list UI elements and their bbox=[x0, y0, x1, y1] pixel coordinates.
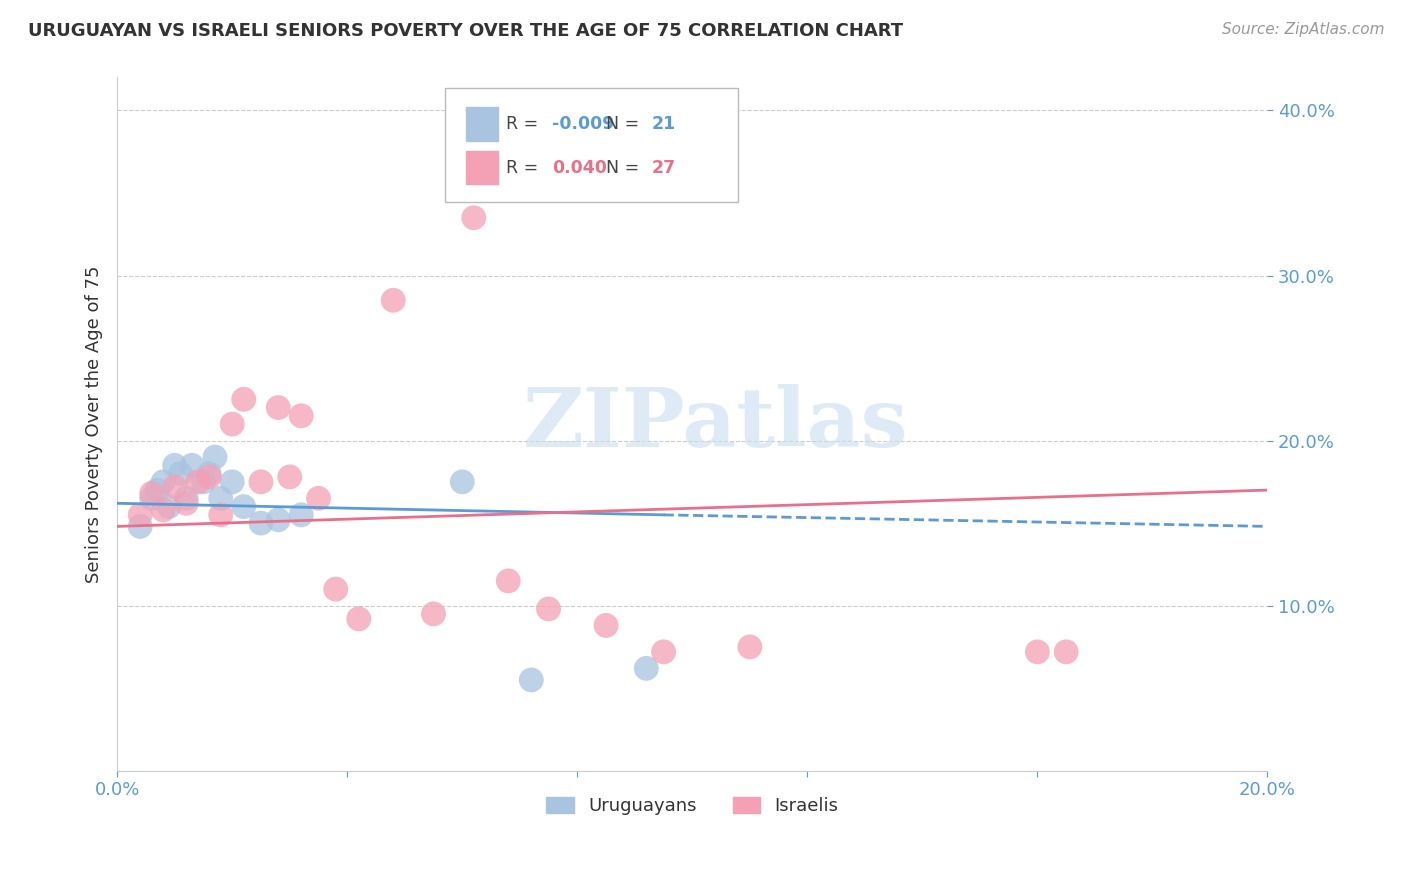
Legend: Uruguayans, Israelis: Uruguayans, Israelis bbox=[537, 788, 848, 824]
Point bbox=[595, 618, 617, 632]
Point bbox=[290, 409, 312, 423]
Point bbox=[422, 607, 444, 621]
Point bbox=[278, 470, 301, 484]
Y-axis label: Seniors Poverty Over the Age of 75: Seniors Poverty Over the Age of 75 bbox=[86, 265, 103, 582]
Point bbox=[198, 470, 221, 484]
Text: 27: 27 bbox=[652, 159, 676, 177]
Point bbox=[290, 508, 312, 522]
Point bbox=[209, 491, 232, 506]
Point bbox=[174, 491, 197, 506]
Point bbox=[250, 475, 273, 489]
Point bbox=[451, 475, 474, 489]
FancyBboxPatch shape bbox=[446, 87, 738, 202]
Point bbox=[141, 486, 163, 500]
Point bbox=[169, 467, 191, 481]
Point bbox=[520, 673, 543, 687]
Point bbox=[204, 450, 226, 464]
Point bbox=[174, 496, 197, 510]
Point bbox=[382, 293, 405, 308]
Text: -0.009: -0.009 bbox=[553, 115, 614, 133]
Text: Source: ZipAtlas.com: Source: ZipAtlas.com bbox=[1222, 22, 1385, 37]
Point bbox=[181, 458, 204, 473]
Text: ZIPatlas: ZIPatlas bbox=[523, 384, 908, 464]
Point bbox=[198, 467, 221, 481]
FancyBboxPatch shape bbox=[465, 107, 498, 141]
Point bbox=[221, 475, 243, 489]
Point bbox=[152, 503, 174, 517]
Point bbox=[463, 211, 485, 225]
Point bbox=[537, 602, 560, 616]
Point bbox=[267, 401, 290, 415]
Point bbox=[129, 508, 152, 522]
Text: 21: 21 bbox=[652, 115, 676, 133]
Point bbox=[325, 582, 347, 596]
FancyBboxPatch shape bbox=[465, 151, 498, 185]
Point bbox=[1026, 645, 1049, 659]
Point bbox=[652, 645, 675, 659]
Text: N =: N = bbox=[606, 115, 645, 133]
Text: R =: R = bbox=[506, 115, 544, 133]
Point bbox=[1054, 645, 1077, 659]
Point bbox=[193, 475, 215, 489]
Point bbox=[308, 491, 330, 506]
Text: N =: N = bbox=[606, 159, 645, 177]
Point bbox=[738, 640, 761, 654]
Point bbox=[232, 500, 254, 514]
Point bbox=[209, 508, 232, 522]
Point bbox=[163, 480, 186, 494]
Text: 0.040: 0.040 bbox=[553, 159, 607, 177]
Point bbox=[636, 661, 658, 675]
Point bbox=[152, 475, 174, 489]
Point bbox=[347, 612, 370, 626]
Point bbox=[267, 513, 290, 527]
Point bbox=[163, 458, 186, 473]
Point bbox=[141, 491, 163, 506]
Text: R =: R = bbox=[506, 159, 544, 177]
Point bbox=[221, 417, 243, 431]
Point bbox=[232, 392, 254, 407]
Point bbox=[157, 500, 180, 514]
Point bbox=[187, 475, 209, 489]
Point bbox=[498, 574, 520, 588]
Point bbox=[129, 519, 152, 533]
Point bbox=[146, 483, 169, 497]
Text: URUGUAYAN VS ISRAELI SENIORS POVERTY OVER THE AGE OF 75 CORRELATION CHART: URUGUAYAN VS ISRAELI SENIORS POVERTY OVE… bbox=[28, 22, 903, 40]
Point bbox=[250, 516, 273, 530]
